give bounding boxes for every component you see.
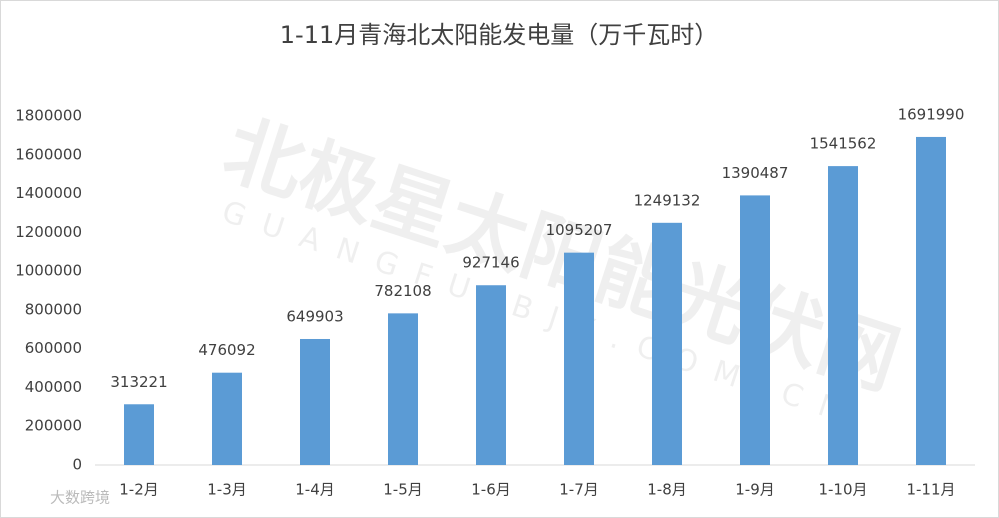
bar bbox=[916, 136, 946, 465]
source-mark: 大数跨境 bbox=[50, 489, 110, 507]
y-tick-label: 1200000 bbox=[15, 223, 82, 241]
bar bbox=[212, 372, 242, 465]
y-tick-label: 0 bbox=[72, 456, 82, 474]
bar bbox=[652, 222, 682, 465]
y-tick-label: 1600000 bbox=[15, 145, 82, 163]
bar bbox=[124, 404, 154, 465]
bar bbox=[300, 338, 330, 465]
value-label: 1541562 bbox=[810, 135, 877, 153]
x-tick-label: 1-11月 bbox=[906, 481, 955, 499]
value-label: 476092 bbox=[198, 341, 255, 359]
y-tick-label: 400000 bbox=[25, 378, 82, 396]
bar bbox=[740, 195, 770, 465]
value-label: 1691990 bbox=[898, 105, 965, 123]
x-tick-label: 1-7月 bbox=[559, 481, 599, 499]
x-tick-label: 1-4月 bbox=[295, 481, 335, 499]
bar bbox=[388, 313, 418, 465]
x-tick-label: 1-6月 bbox=[471, 481, 511, 499]
value-label: 313221 bbox=[110, 373, 167, 391]
y-tick-label: 1000000 bbox=[15, 262, 82, 280]
bar bbox=[828, 166, 858, 465]
value-label: 927146 bbox=[462, 254, 519, 272]
value-label: 1095207 bbox=[546, 221, 613, 239]
x-tick-label: 1-10月 bbox=[818, 481, 867, 499]
y-tick-label: 600000 bbox=[25, 339, 82, 357]
y-tick-label: 200000 bbox=[25, 417, 82, 435]
value-label: 782108 bbox=[374, 282, 431, 300]
x-tick-label: 1-5月 bbox=[383, 481, 423, 499]
x-tick-label: 1-2月 bbox=[119, 481, 159, 499]
bar bbox=[476, 285, 506, 465]
value-label: 1249132 bbox=[634, 191, 701, 209]
value-label: 649903 bbox=[286, 307, 343, 325]
x-tick-label: 1-8月 bbox=[647, 481, 687, 499]
x-tick-label: 1-9月 bbox=[735, 481, 775, 499]
bar bbox=[564, 252, 594, 465]
value-label: 1390487 bbox=[722, 164, 789, 182]
chart-title: 1-11月青海北太阳能发电量（万千瓦时） bbox=[280, 21, 718, 49]
y-tick-label: 1800000 bbox=[15, 107, 82, 125]
y-tick-label: 1400000 bbox=[15, 184, 82, 202]
y-tick-label: 800000 bbox=[25, 300, 82, 318]
x-tick-label: 1-3月 bbox=[207, 481, 247, 499]
